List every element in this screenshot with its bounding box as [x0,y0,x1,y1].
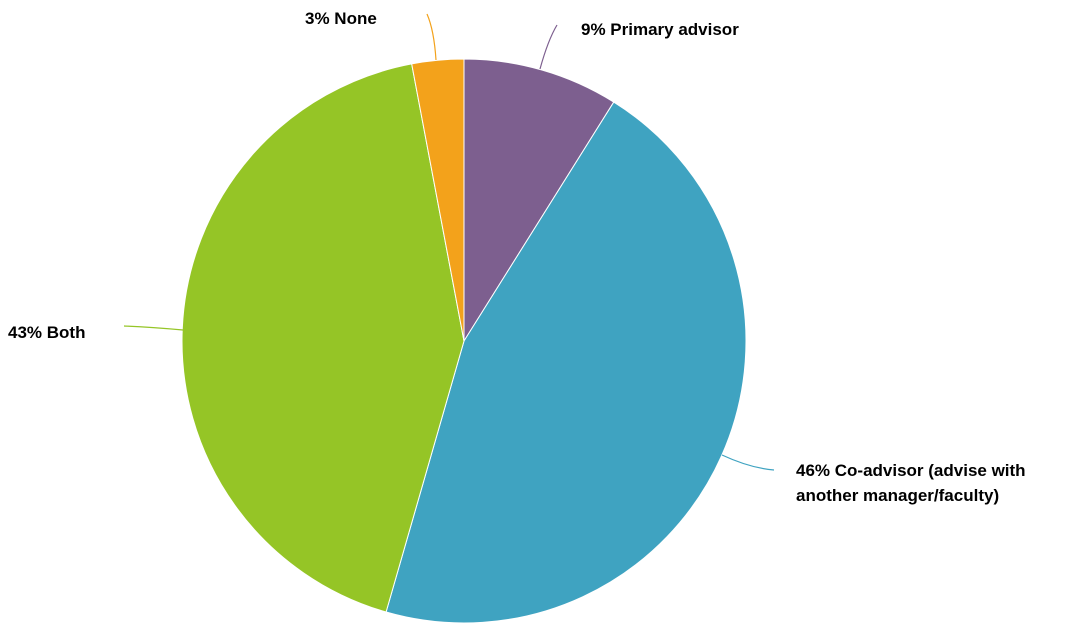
leader-line-both [123,325,184,331]
slice-label-co-advisor-advise-with-another-manager-faculty: 46% Co-advisor (advise with another manag… [796,461,1026,505]
leader-line-primary-advisor [539,24,558,70]
slice-label-none: 3% None [305,9,377,28]
slice-labels: 9% Primary advisor 46% Co-advisor (advise… [8,9,1026,505]
leader-line-none [426,13,437,61]
leader-lines [123,13,775,471]
pie-slice-both [181,63,465,613]
pie-slices [181,58,747,624]
leader-line-co-advisor-advise-with-another-manager-faculty [721,454,775,471]
slice-label-primary-advisor: 9% Primary advisor [581,20,739,39]
slice-label-both: 43% Both [8,323,85,342]
pie-slice-none [411,58,465,342]
pie-slice-co-advisor-advise-with-another-manager-faculty [385,101,747,624]
pie-slice-primary-advisor [463,58,615,343]
